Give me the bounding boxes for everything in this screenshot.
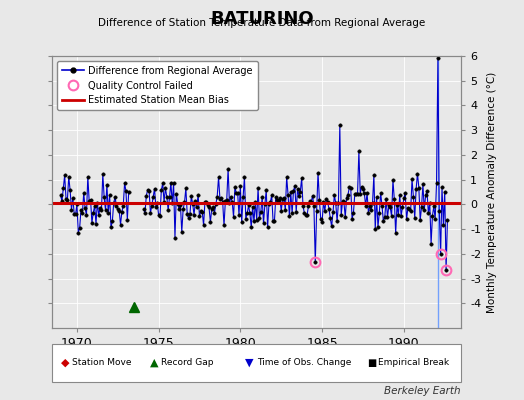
Text: ▼: ▼ bbox=[245, 358, 253, 368]
Text: Time of Obs. Change: Time of Obs. Change bbox=[257, 358, 351, 367]
Text: BATURINO: BATURINO bbox=[210, 10, 314, 28]
Legend: Difference from Regional Average, Quality Control Failed, Estimated Station Mean: Difference from Regional Average, Qualit… bbox=[57, 61, 258, 110]
Text: Empirical Break: Empirical Break bbox=[378, 358, 450, 367]
Text: ▲: ▲ bbox=[150, 358, 159, 368]
Text: ■: ■ bbox=[367, 358, 377, 368]
Text: Difference of Station Temperature Data from Regional Average: Difference of Station Temperature Data f… bbox=[99, 18, 425, 28]
Y-axis label: Monthly Temperature Anomaly Difference (°C): Monthly Temperature Anomaly Difference (… bbox=[487, 71, 497, 313]
Text: Record Gap: Record Gap bbox=[161, 358, 214, 367]
Text: Station Move: Station Move bbox=[72, 358, 132, 367]
Text: ◆: ◆ bbox=[61, 358, 70, 368]
Text: Berkeley Earth: Berkeley Earth bbox=[385, 386, 461, 396]
